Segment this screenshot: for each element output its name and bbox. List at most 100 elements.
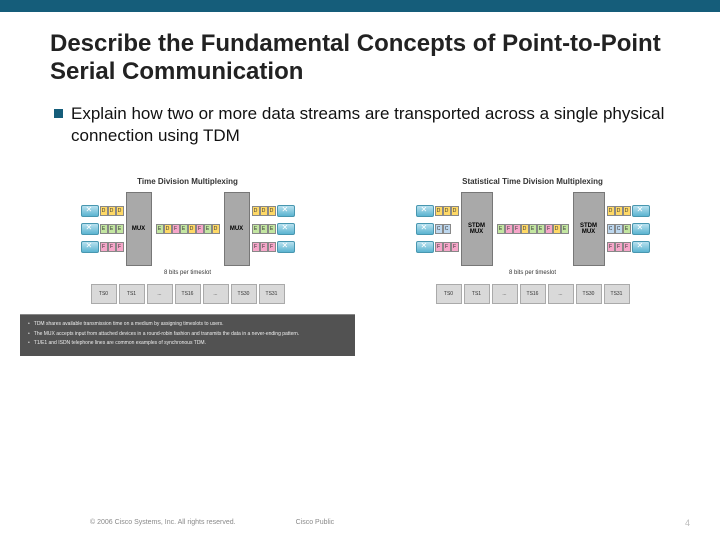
tdm-notes: •TDM shares available transmission time …: [20, 314, 355, 356]
footer-copyright: © 2006 Cisco Systems, Inc. All rights re…: [90, 519, 236, 526]
router-icon: [277, 205, 295, 217]
cell: F: [172, 224, 180, 234]
cell: D: [435, 206, 443, 216]
router-icon: [277, 223, 295, 235]
cell: C: [607, 224, 615, 234]
tdm-panel: Time Division Multiplexing D D D: [20, 177, 355, 356]
ts: TS0: [91, 284, 117, 304]
lane-c: C C E: [607, 223, 650, 235]
lane-c: C C: [416, 223, 459, 235]
cell: D: [451, 206, 459, 216]
router-icon: [632, 205, 650, 217]
stdm-core: D D D C C: [365, 192, 700, 266]
stdm-caption: 8 bits per timeslot: [365, 270, 700, 276]
cell: F: [443, 242, 451, 252]
tdm-caption: 8 bits per timeslot: [20, 270, 355, 276]
note-line: TDM shares available transmission time o…: [34, 321, 224, 329]
slide-body: Describe the Fundamental Concepts of Poi…: [0, 12, 720, 356]
slide-footer: © 2006 Cisco Systems, Inc. All rights re…: [0, 519, 720, 526]
tdm-stream: E D F E D F E D: [156, 224, 220, 234]
stdm-stream: E F F D E E F D E: [497, 224, 569, 234]
router-icon: [632, 223, 650, 235]
bullet-item: Explain how two or more data streams are…: [50, 103, 670, 147]
lane-f: F F F: [252, 241, 295, 253]
cell: F: [196, 224, 204, 234]
ts: TS31: [259, 284, 285, 304]
stdm-mux-right: STDM MUX: [573, 192, 605, 266]
cell: E: [116, 224, 124, 234]
lane-f: F F F: [607, 241, 650, 253]
lane-d: D D D: [607, 205, 650, 217]
cell: F: [100, 242, 108, 252]
ts: TS16: [520, 284, 546, 304]
router-icon: [81, 223, 99, 235]
lane-e: E E E: [81, 223, 124, 235]
ts: ...: [203, 284, 229, 304]
cell: D: [252, 206, 260, 216]
cell: E: [100, 224, 108, 234]
lane-d: D D D: [252, 205, 295, 217]
tdm-title: Time Division Multiplexing: [20, 177, 355, 186]
stdm-right-outputs: D D D C C E: [607, 205, 650, 253]
cell: D: [443, 206, 451, 216]
cell: F: [260, 242, 268, 252]
cell: F: [451, 242, 459, 252]
ts: TS1: [119, 284, 145, 304]
tdm-timeslots: TS0 TS1 ... TS16 ... TS30 TS31: [20, 284, 355, 304]
cell: E: [537, 224, 545, 234]
cell: C: [435, 224, 443, 234]
cell: F: [513, 224, 521, 234]
cell: D: [521, 224, 529, 234]
ts: ...: [147, 284, 173, 304]
lane-f: F F F: [416, 241, 459, 253]
cell: F: [116, 242, 124, 252]
router-icon: [416, 205, 434, 217]
router-icon: [416, 241, 434, 253]
cell: F: [252, 242, 260, 252]
lane-d: D D D: [416, 205, 459, 217]
router-icon: [416, 223, 434, 235]
cell: E: [108, 224, 116, 234]
cell: F: [623, 242, 631, 252]
cell: E: [180, 224, 188, 234]
router-icon: [81, 205, 99, 217]
cell: E: [268, 224, 276, 234]
router-icon: [277, 241, 295, 253]
cell: F: [505, 224, 513, 234]
cell: C: [615, 224, 623, 234]
cell: F: [268, 242, 276, 252]
ts: ...: [548, 284, 574, 304]
tdm-right-outputs: D D D E E E: [252, 205, 295, 253]
cell: E: [561, 224, 569, 234]
bullet-icon: [54, 109, 63, 118]
note-line: T1/E1 and ISDN telephone lines are commo…: [34, 340, 206, 348]
ts: TS30: [576, 284, 602, 304]
lane-f: F F F: [81, 241, 124, 253]
cell: E: [529, 224, 537, 234]
cell: E: [252, 224, 260, 234]
stdm-title: Statistical Time Division Multiplexing: [365, 177, 700, 186]
router-icon: [632, 241, 650, 253]
cell: F: [108, 242, 116, 252]
cell: D: [212, 224, 220, 234]
cell: D: [108, 206, 116, 216]
stdm-mux-left: STDM MUX: [461, 192, 493, 266]
cell: D: [164, 224, 172, 234]
cell: D: [188, 224, 196, 234]
cell: D: [268, 206, 276, 216]
cell: D: [260, 206, 268, 216]
note-line: The MUX accepts input from attached devi…: [34, 331, 299, 339]
cell: D: [615, 206, 623, 216]
cell: C: [443, 224, 451, 234]
stdm-timeslots: TS0 TS1 ... TS16 ... TS30 TS31: [365, 284, 700, 304]
cell: D: [607, 206, 615, 216]
ts: TS31: [604, 284, 630, 304]
ts: TS0: [436, 284, 462, 304]
stdm-left-inputs: D D D C C: [416, 205, 459, 253]
tdm-core: D D D E E E: [20, 192, 355, 266]
lane-d: D D D: [81, 205, 124, 217]
ts: ...: [492, 284, 518, 304]
ts: TS16: [175, 284, 201, 304]
cell: F: [615, 242, 623, 252]
cell: D: [553, 224, 561, 234]
